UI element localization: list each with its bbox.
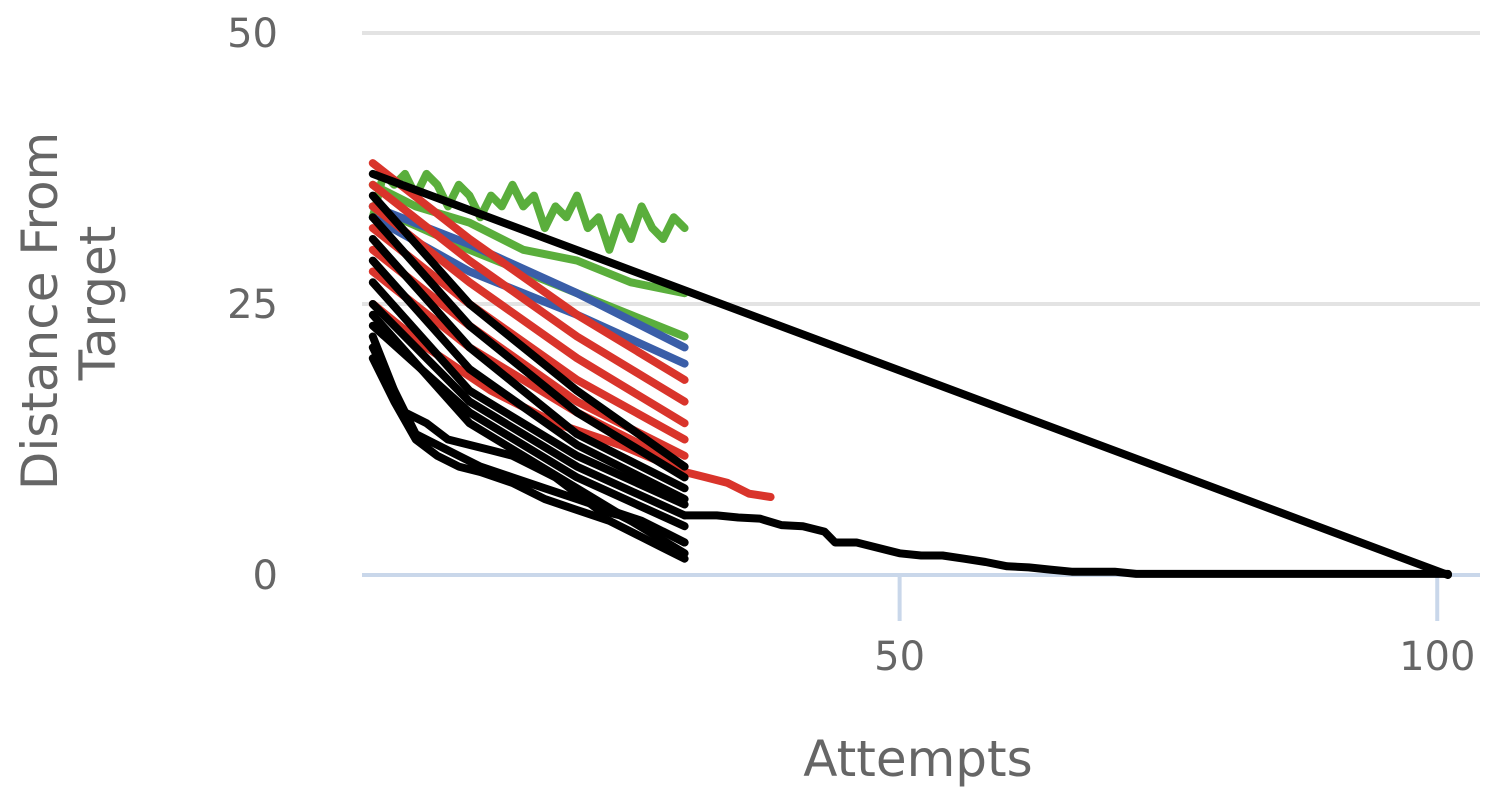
- series-line-25-black: [680, 511, 1452, 578]
- y-tick-label-25: 25: [227, 282, 278, 328]
- gridlines: [362, 31, 1480, 306]
- series-line-15-black: [368, 213, 689, 482]
- series-line-17-black: [368, 256, 689, 504]
- x-axis-title: Attempts: [803, 730, 1032, 788]
- x-tick-label-50: 50: [874, 634, 925, 680]
- axes: [362, 573, 1480, 621]
- y-axis-title-line-2: Target: [69, 226, 127, 382]
- series-line-13-black: [368, 169, 1452, 579]
- tick-labels: 0 25 50 50 100: [227, 11, 1475, 680]
- x-tick-label-100: 100: [1399, 634, 1475, 680]
- series-line-22-black: [368, 354, 689, 563]
- y-tick-label-50: 50: [227, 11, 278, 57]
- series-line-1-green: [368, 169, 689, 254]
- series-line-14-black: [368, 191, 689, 471]
- series-line-18-black: [368, 278, 689, 509]
- y-axis-title: Distance From Target: [11, 116, 127, 490]
- series-group: [368, 159, 1452, 579]
- series-line-6-red: [368, 159, 689, 384]
- series-line-24-black: [368, 310, 689, 558]
- series-line-2-green: [368, 180, 689, 298]
- series-line-16-black: [368, 235, 689, 493]
- series-line-19-black: [368, 300, 689, 520]
- y-tick-label-0: 0: [253, 553, 278, 599]
- y-axis-title-line-1: Distance From: [11, 132, 69, 490]
- series-line-7-red: [368, 180, 689, 406]
